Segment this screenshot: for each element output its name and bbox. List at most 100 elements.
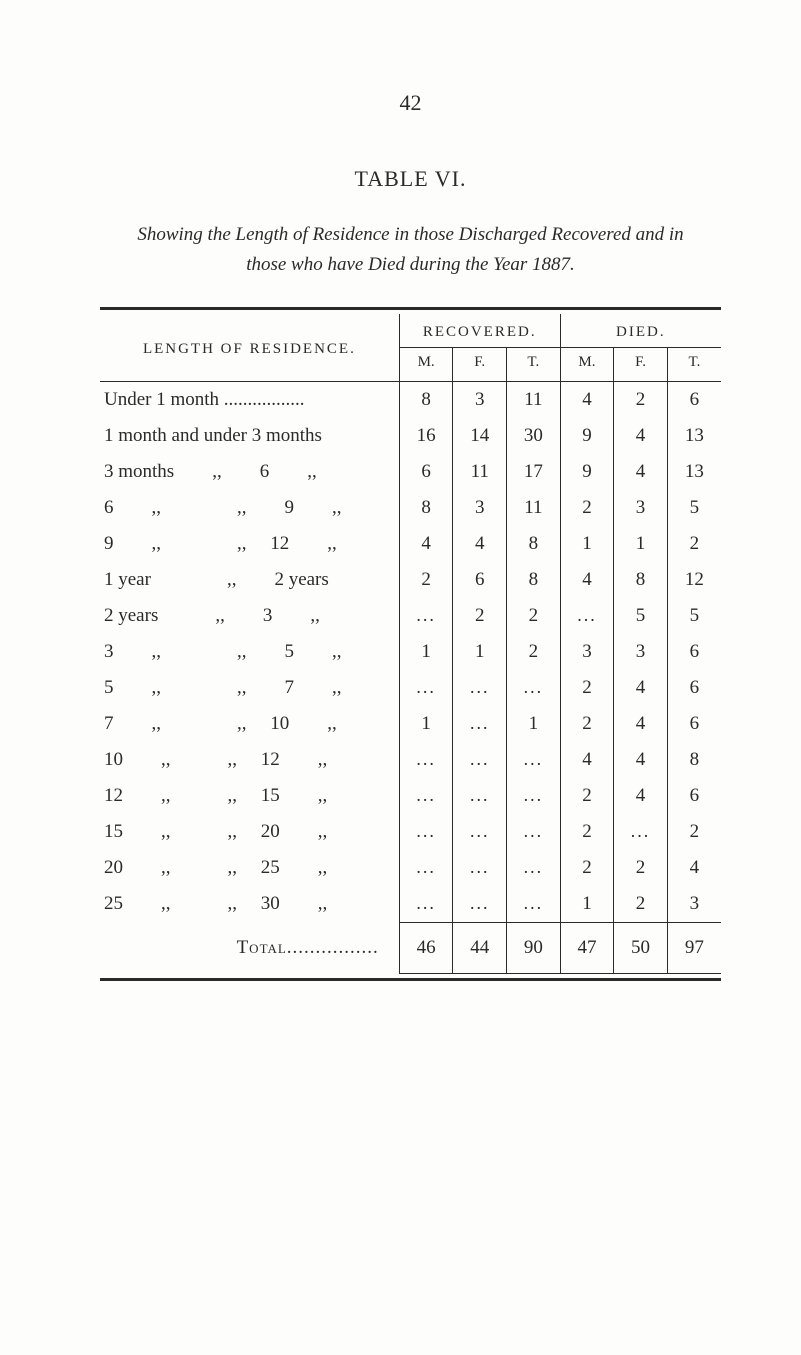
cell-rm: 1 bbox=[399, 634, 453, 670]
cell-dt: 13 bbox=[667, 454, 721, 490]
table-row: 6 ,, ,, 9 ,,8311235 bbox=[100, 490, 721, 526]
cell-dm: 2 bbox=[560, 814, 614, 850]
cell-df: 4 bbox=[614, 418, 668, 454]
row-label: Under 1 month ................. bbox=[100, 381, 399, 418]
cell-rf: 14 bbox=[453, 418, 507, 454]
cell-dm: 9 bbox=[560, 418, 614, 454]
row-label: 3 months ,, 6 ,, bbox=[100, 454, 399, 490]
row-label: 5 ,, ,, 7 ,, bbox=[100, 670, 399, 706]
cell-rf: ... bbox=[453, 778, 507, 814]
cell-dt: 6 bbox=[667, 381, 721, 418]
table-row: 10 ,, ,, 12 ,,.........448 bbox=[100, 742, 721, 778]
residence-table: LENGTH OF RESIDENCE. RECOVERED. DIED. M.… bbox=[100, 314, 721, 974]
row-label: 10 ,, ,, 12 ,, bbox=[100, 742, 399, 778]
top-rule bbox=[100, 307, 721, 310]
cell-dm: 2 bbox=[560, 778, 614, 814]
header-died-t: T. bbox=[667, 347, 721, 381]
row-label: 9 ,, ,, 12 ,, bbox=[100, 526, 399, 562]
cell-dt: 4 bbox=[667, 850, 721, 886]
page: 42 TABLE VI. Showing the Length of Resid… bbox=[0, 0, 801, 1355]
cell-df: 5 bbox=[614, 598, 668, 634]
cell-df: 1 bbox=[614, 526, 668, 562]
table-row: 20 ,, ,, 25 ,,.........224 bbox=[100, 850, 721, 886]
cell-dt: 3 bbox=[667, 886, 721, 923]
row-label: 1 year ,, 2 years bbox=[100, 562, 399, 598]
cell-rf: ... bbox=[453, 814, 507, 850]
row-label: 7 ,, ,, 10 ,, bbox=[100, 706, 399, 742]
table-row: Under 1 month .................8311426 bbox=[100, 381, 721, 418]
header-length: LENGTH OF RESIDENCE. bbox=[100, 314, 399, 382]
cell-rf: ... bbox=[453, 706, 507, 742]
cell-rm: 8 bbox=[399, 490, 453, 526]
cell-df: 3 bbox=[614, 490, 668, 526]
table-heading: TABLE VI. bbox=[100, 166, 721, 192]
cell-dm: 4 bbox=[560, 562, 614, 598]
page-number: 42 bbox=[100, 90, 721, 116]
table-row: 1 month and under 3 months1614309413 bbox=[100, 418, 721, 454]
cell-rt: ... bbox=[507, 742, 561, 778]
table-subtitle: Showing the Length of Residence in those… bbox=[120, 220, 701, 281]
cell-dm: 2 bbox=[560, 850, 614, 886]
header-rec-m: M. bbox=[399, 347, 453, 381]
total-row: Total................ 46 44 90 47 50 97 bbox=[100, 922, 721, 973]
cell-rm: 6 bbox=[399, 454, 453, 490]
cell-dt: 6 bbox=[667, 706, 721, 742]
total-rm: 46 bbox=[399, 922, 453, 973]
row-label: 25 ,, ,, 30 ,, bbox=[100, 886, 399, 923]
cell-dt: 2 bbox=[667, 814, 721, 850]
cell-rf: ... bbox=[453, 670, 507, 706]
cell-rt: 8 bbox=[507, 562, 561, 598]
cell-rf: 4 bbox=[453, 526, 507, 562]
cell-df: 3 bbox=[614, 634, 668, 670]
bottom-rule bbox=[100, 978, 721, 981]
cell-df: 2 bbox=[614, 886, 668, 923]
row-label: 20 ,, ,, 25 ,, bbox=[100, 850, 399, 886]
total-dt: 97 bbox=[667, 922, 721, 973]
cell-dt: 6 bbox=[667, 778, 721, 814]
cell-rf: 1 bbox=[453, 634, 507, 670]
cell-rf: ... bbox=[453, 886, 507, 923]
cell-rf: 6 bbox=[453, 562, 507, 598]
cell-rm: ... bbox=[399, 778, 453, 814]
cell-df: 4 bbox=[614, 670, 668, 706]
cell-rt: 17 bbox=[507, 454, 561, 490]
cell-rt: ... bbox=[507, 778, 561, 814]
cell-rt: ... bbox=[507, 886, 561, 923]
cell-df: 4 bbox=[614, 706, 668, 742]
cell-rf: 3 bbox=[453, 381, 507, 418]
table-row: 3 months ,, 6 ,,611179413 bbox=[100, 454, 721, 490]
cell-rf: 3 bbox=[453, 490, 507, 526]
cell-rm: ... bbox=[399, 598, 453, 634]
cell-rm: 16 bbox=[399, 418, 453, 454]
header-died-m: M. bbox=[560, 347, 614, 381]
header-rec-f: F. bbox=[453, 347, 507, 381]
cell-rt: 1 bbox=[507, 706, 561, 742]
cell-rf: 11 bbox=[453, 454, 507, 490]
cell-rm: 1 bbox=[399, 706, 453, 742]
cell-dm: 9 bbox=[560, 454, 614, 490]
header-recovered: RECOVERED. bbox=[399, 314, 560, 348]
row-label: 3 ,, ,, 5 ,, bbox=[100, 634, 399, 670]
header-rec-t: T. bbox=[507, 347, 561, 381]
total-rt: 90 bbox=[507, 922, 561, 973]
cell-dm: ... bbox=[560, 598, 614, 634]
total-label: Total................ bbox=[100, 922, 399, 973]
cell-rm: ... bbox=[399, 742, 453, 778]
cell-dt: 8 bbox=[667, 742, 721, 778]
cell-df: ... bbox=[614, 814, 668, 850]
cell-dm: 2 bbox=[560, 706, 614, 742]
cell-rt: 8 bbox=[507, 526, 561, 562]
total-df: 50 bbox=[614, 922, 668, 973]
cell-dm: 2 bbox=[560, 670, 614, 706]
cell-df: 4 bbox=[614, 778, 668, 814]
cell-df: 4 bbox=[614, 454, 668, 490]
cell-df: 8 bbox=[614, 562, 668, 598]
row-label: 2 years ,, 3 ,, bbox=[100, 598, 399, 634]
cell-rt: ... bbox=[507, 670, 561, 706]
row-label: 6 ,, ,, 9 ,, bbox=[100, 490, 399, 526]
cell-rf: 2 bbox=[453, 598, 507, 634]
cell-dt: 5 bbox=[667, 598, 721, 634]
table-row: 1 year ,, 2 years2684812 bbox=[100, 562, 721, 598]
header-row-1: LENGTH OF RESIDENCE. RECOVERED. DIED. bbox=[100, 314, 721, 348]
table-row: 2 years ,, 3 ,,...22...55 bbox=[100, 598, 721, 634]
